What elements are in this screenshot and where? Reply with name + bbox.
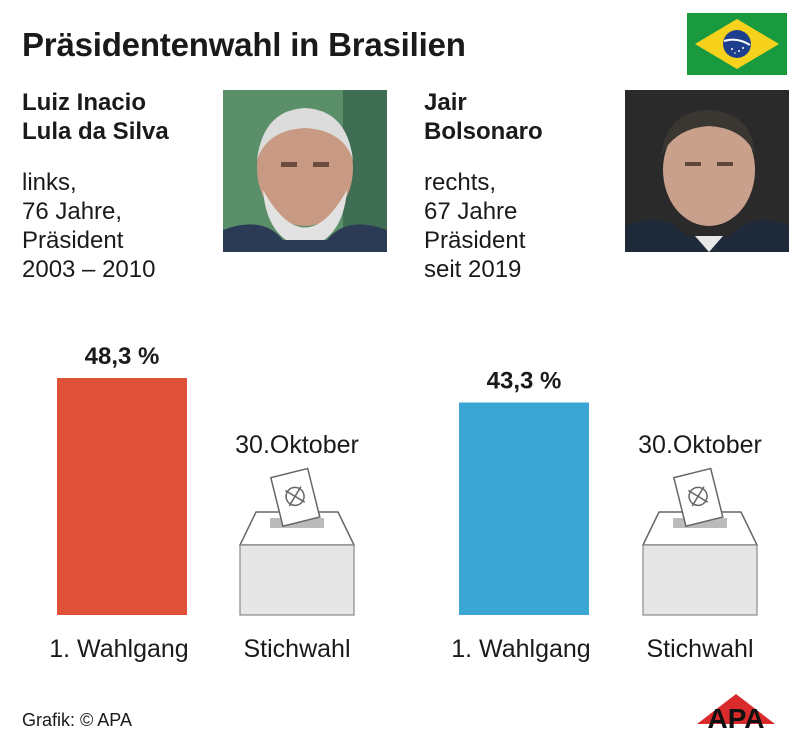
credit-text: Grafik: © APA: [22, 710, 132, 730]
candidate-2-info: rechts, 67 Jahre Präsident seit 2019: [424, 168, 525, 284]
series-2: 43,3 % 1. Wahlgang Stichwahl 30.Oktober: [451, 368, 762, 663]
candidate-1-name: Luiz Inacio Lula da Silva: [22, 88, 169, 146]
candidate-2-age: 67 Jahre: [424, 198, 518, 225]
ballot-paper-icon: [672, 467, 724, 528]
chart-plot: 48,3 %1. Wahlgang Stichwahl30.Oktober43,3…: [49, 343, 762, 663]
candidate-1-role: Präsident: [22, 227, 124, 254]
ballot-box-body: [642, 544, 758, 616]
candidate-2-name-line2: Bolsonaro: [424, 118, 543, 145]
candidate-2-photo: [625, 90, 789, 252]
candidate-2-name-line1: Jair: [424, 89, 467, 116]
apa-logo-icon: APA: [697, 694, 775, 730]
ballot-paper-icon: [269, 467, 321, 528]
category-label: Stichwahl: [244, 635, 351, 663]
candidate-1-name-line1: Luiz Inacio: [22, 89, 147, 116]
ballot-circle: [688, 486, 708, 507]
candidate-1-party: links,: [22, 169, 77, 196]
portrait-icon: [223, 90, 387, 252]
candidate-1-name-line2: Lula da Silva: [22, 118, 169, 145]
ballot-box-icon: [641, 467, 759, 616]
brazil-flag-icon: [687, 13, 787, 75]
results-chart: 48,3 %1. Wahlgang Stichwahl30.Oktober43,3…: [49, 343, 762, 663]
candidate-2-role: Präsident: [424, 227, 526, 254]
series-1: 48,3 % 1. Wahlgang Stichwahl 30.Oktober: [49, 343, 359, 663]
runoff-date-label: 30.Oktober: [235, 431, 359, 459]
category-label: Stichwahl: [647, 635, 754, 663]
ballot-cross: [687, 486, 709, 507]
candidate-2-name: Jair Bolsonaro: [424, 88, 543, 146]
ballot-circle: [285, 486, 305, 507]
bar-value-label: 48,3 %: [85, 343, 160, 370]
ballot-box-icon: [238, 467, 356, 616]
ballot-box-body: [239, 544, 355, 616]
candidate-1-info: links, 76 Jahre, Präsident 2003 – 2010: [22, 168, 155, 284]
category-label: 1. Wahlgang: [49, 635, 188, 663]
runoff-date-label: 30.Oktober: [638, 431, 762, 459]
candidate-2-term: seit 2019: [424, 256, 522, 283]
category-label: 1. Wahlgang: [451, 635, 590, 663]
candidate-2-party: rechts,: [424, 169, 497, 196]
candidate-1-term: 2003 – 2010: [22, 256, 156, 283]
candidate-1-age: 76 Jahre,: [22, 198, 123, 225]
bar-first-round: [57, 378, 187, 615]
portrait-icon: [625, 90, 789, 252]
svg-text:APA: APA: [707, 703, 764, 730]
page-title: Präsidentenwahl in Brasilien: [22, 26, 466, 63]
ballot-cross: [284, 486, 306, 507]
candidate-1-photo: [223, 90, 387, 252]
bar-first-round: [459, 402, 589, 615]
bar-value-label: 43,3 %: [487, 368, 562, 395]
